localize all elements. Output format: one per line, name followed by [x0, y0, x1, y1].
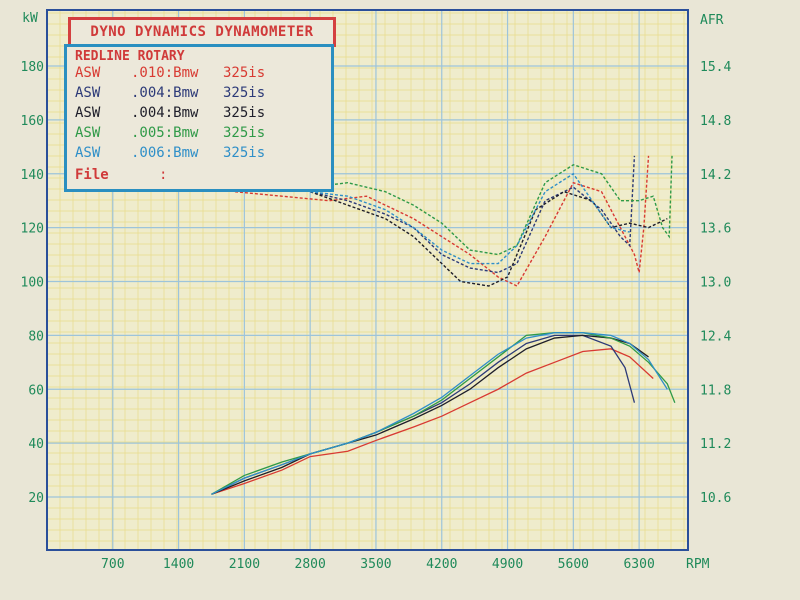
legend-run: .010:Bmw: [131, 65, 199, 81]
y-left-tick-label: 100: [21, 276, 44, 291]
legend-prefix: ASW: [75, 105, 101, 121]
afr-curve-4: [310, 155, 673, 256]
legend-prefix: ASW: [75, 65, 101, 81]
y-right-tick-label: 15.4: [700, 60, 731, 75]
y-left-tick-label: 120: [21, 222, 44, 237]
y-right-tick-label: 14.2: [700, 168, 731, 183]
x-tick-label: 6300: [623, 557, 654, 572]
y-left-axis-label: kW: [22, 11, 38, 26]
power-curve-3: [211, 334, 649, 495]
legend-subtitle: REDLINE ROTARY: [75, 49, 185, 64]
axes: [46, 9, 689, 551]
x-tick-label: 5600: [558, 557, 589, 572]
power-curve-1: [211, 348, 654, 495]
afr-curve-5: [310, 172, 630, 265]
y-right-tick-label: 11.2: [700, 437, 731, 452]
y-right-tick-label: 12.4: [700, 329, 731, 344]
y-left-tick-label: 40: [28, 437, 44, 452]
x-tick-label: 1400: [163, 557, 194, 572]
y-left-tick-label: 20: [28, 491, 44, 506]
file-label: File: [75, 167, 109, 183]
legend-prefix: ASW: [75, 85, 101, 101]
y-right-tick-label: 11.8: [700, 383, 731, 398]
y-right-axis-label: AFR: [700, 13, 724, 28]
legend-prefix: ASW: [75, 145, 101, 161]
x-tick-label: 4900: [492, 557, 523, 572]
legend-run: .006:Bmw: [131, 145, 199, 161]
legend-car: 325is: [223, 65, 266, 81]
legend: REDLINE ROTARY ASW .010:Bmw 325is ASW .004:B…: [64, 44, 334, 192]
y-right-tick-label: 10.6: [700, 491, 731, 506]
y-right-tick-label: 14.8: [700, 114, 731, 129]
x-tick-label: 3500: [360, 557, 391, 572]
y-left-tick-label: 140: [21, 168, 44, 183]
curves: [211, 155, 676, 495]
x-tick-label: 700: [101, 557, 124, 572]
y-right-tick-label: 13.0: [700, 276, 731, 291]
x-tick-label: 2100: [229, 557, 260, 572]
y-left-tick-label: 60: [28, 383, 44, 398]
x-tick-label: 4200: [426, 557, 457, 572]
legend-run: .005:Bmw: [131, 125, 199, 141]
legend-run: .004:Bmw: [131, 85, 199, 101]
y-left-tick-label: 160: [21, 114, 44, 129]
afr-curve-1: [234, 155, 650, 287]
afr-curve-3: [309, 190, 668, 287]
y-left-tick-label: 80: [28, 329, 44, 344]
legend-car: 325is: [223, 125, 266, 141]
legend-run: .004:Bmw: [131, 105, 199, 121]
legend-prefix: ASW: [75, 125, 101, 141]
legend-car: 325is: [223, 105, 266, 121]
legend-car: 325is: [223, 85, 266, 101]
chart-title: DYNO DYNAMICS DYNAMOMETER: [68, 17, 336, 47]
file-value: :: [159, 167, 168, 183]
plot-frame: [46, 9, 689, 551]
x-tick-label: 2800: [295, 557, 326, 572]
y-right-tick-label: 13.6: [700, 222, 731, 237]
tick-labels: 700 1400 2100 2800 3500 4200 4900 5600 6300 20 40 6…: [21, 11, 732, 572]
legend-car: 325is: [223, 145, 266, 161]
x-axis-label: RPM: [686, 557, 710, 572]
y-left-tick-label: 180: [21, 60, 44, 75]
power-curve-5: [211, 332, 668, 495]
